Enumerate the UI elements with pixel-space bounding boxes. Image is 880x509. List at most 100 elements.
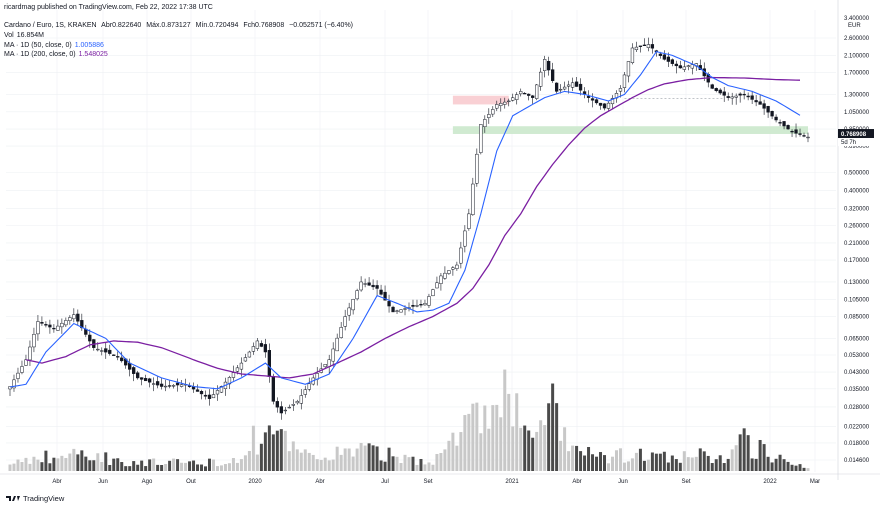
volume-bar [172, 458, 176, 471]
currency-label: EUR [848, 23, 861, 29]
candle-body [403, 308, 407, 310]
y-tick-label: 1.700000 [844, 71, 870, 77]
volume-bar [311, 454, 315, 471]
candle-body [622, 74, 627, 88]
y-tick-label: 0.014600 [844, 458, 870, 464]
candlesticks [8, 37, 810, 420]
y-tick-label: 0.320000 [844, 207, 870, 213]
volume-bar [654, 453, 658, 471]
open-label: Abr [101, 22, 113, 29]
volume-bar [658, 453, 662, 471]
candle-body [758, 101, 762, 105]
volume-bar [734, 445, 738, 471]
volume-bar [451, 432, 455, 471]
volume-bar [730, 449, 734, 471]
volume-bar [690, 457, 694, 471]
volume-bar [726, 458, 730, 471]
candle-body [802, 135, 806, 137]
ma50-label: MA · 1D (50, close, 0) [4, 42, 72, 49]
y-tick-label: 2.600000 [844, 36, 870, 42]
candle-body [586, 96, 591, 98]
candle-body [778, 122, 782, 124]
candle-body [24, 359, 28, 366]
x-tick-label: 2021 [505, 479, 519, 485]
x-tick-label: 2022 [763, 479, 777, 485]
tradingview-brand[interactable]: TradingView [6, 494, 64, 503]
candle-body [718, 89, 722, 94]
candle-body [391, 306, 395, 313]
volume-bar [750, 458, 754, 471]
high-value: 0.873127 [161, 22, 191, 29]
volume-bar [339, 454, 343, 471]
volume-bar [96, 453, 100, 471]
volume-bar [323, 457, 327, 471]
volume-bar [24, 457, 28, 471]
x-tick-label: Mar [810, 479, 820, 485]
volume-bar [80, 450, 84, 471]
candle-body [626, 61, 631, 77]
candle-body [271, 376, 275, 402]
volume-bar [192, 460, 196, 471]
candle-body [279, 406, 283, 414]
price-axis[interactable]: 2.600000 2.100000 1.700000 1.300000 1.050000… [837, 0, 870, 480]
volume-bar [371, 445, 375, 471]
y-tick-label: 0.400000 [844, 188, 870, 194]
time-axis[interactable]: Abr Jun Ago Out 2020 Abr Jul Set 2021 Abr Jun Set 20… [0, 473, 880, 485]
candle-body [215, 390, 220, 395]
volume-bar [331, 459, 335, 471]
candle-body [68, 317, 72, 321]
candle-body [606, 102, 611, 109]
ma50-line [9, 50, 801, 390]
volume-bar [399, 463, 403, 471]
candle-body [295, 401, 299, 404]
candle-body [794, 129, 798, 134]
candle-body [511, 97, 515, 101]
volume-bar [670, 455, 674, 471]
candle-body [598, 102, 603, 106]
candle-body [710, 84, 714, 89]
publisher-line: ricardmag published on TradingView.com, … [4, 3, 216, 12]
volume-bar [790, 464, 794, 471]
candle-body [487, 114, 491, 118]
candle-body [219, 386, 224, 393]
volume-bar [44, 450, 48, 471]
candle-body [459, 247, 463, 264]
volume-bar [798, 464, 802, 471]
candle-body [682, 66, 686, 70]
volume-label: Vol [4, 32, 14, 39]
volume-bar [76, 454, 80, 471]
x-tick-label: Ago [142, 479, 153, 485]
volume-bar [375, 446, 379, 471]
candle-body [423, 303, 427, 306]
candle-body [439, 275, 443, 284]
candle-body [40, 322, 44, 324]
volume-bar [535, 431, 539, 471]
volume-bar [806, 468, 810, 471]
volume-bar [527, 430, 531, 471]
volume-bar [483, 405, 487, 471]
volume-bar [255, 454, 259, 471]
volume-bar [347, 448, 351, 471]
volume-bar [423, 464, 427, 471]
volume-bar [319, 459, 323, 471]
y-tick-label: 2.100000 [844, 53, 870, 59]
volume-bar [802, 467, 806, 471]
volume-bar [235, 462, 239, 471]
countdown-text: 5d 7h [841, 140, 856, 146]
candle-body [247, 351, 252, 358]
volume-bar [351, 456, 355, 471]
change-value: −0.052571 (−6.40%) [289, 22, 353, 29]
volume-bar [603, 455, 607, 471]
volume-bar [132, 461, 136, 471]
candle-body [431, 289, 435, 297]
volume-bar [36, 459, 40, 471]
y-tick-label: 0.028000 [844, 405, 870, 411]
candle-body [467, 213, 471, 229]
volume-bar [555, 403, 559, 471]
volume-bar [702, 451, 706, 471]
volume-bar [579, 451, 583, 471]
volume-bar [491, 405, 495, 471]
volume-bar [599, 452, 603, 471]
volume-bar [168, 460, 172, 471]
